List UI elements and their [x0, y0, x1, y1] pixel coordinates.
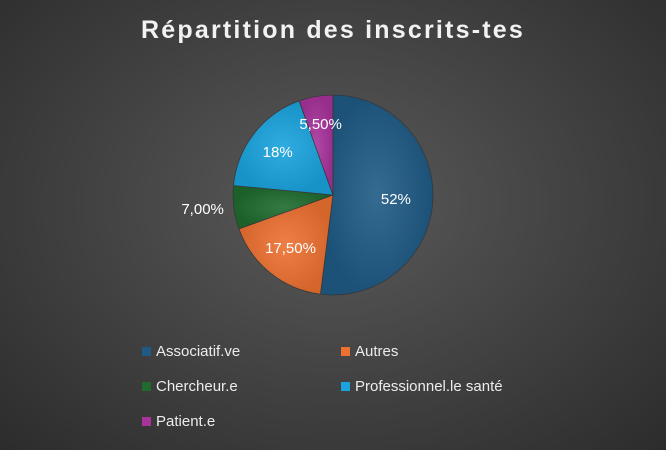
pie-slices	[232, 94, 434, 296]
pie-slice-shade-associatif	[320, 94, 434, 295]
pie-slice-shade-patient	[299, 95, 333, 195]
data-label-patient: 5,50%	[299, 116, 342, 133]
pie-slice-shade-chercheur	[232, 185, 333, 229]
chart-title: Répartition des inscrits-tes	[141, 16, 525, 44]
data-label-associatif: 52%	[381, 191, 411, 208]
data-label-professionnel: 18%	[263, 144, 293, 161]
data-label-autres: 17,50%	[265, 240, 316, 257]
pie-slice-shade-professionnel	[233, 100, 333, 195]
pie-slice-shade-autres	[238, 195, 333, 295]
data-label-chercheur: 7,00%	[181, 201, 224, 218]
pie-data-labels: 52% 17,50% 7,00% 18% 5,50%	[181, 116, 411, 257]
